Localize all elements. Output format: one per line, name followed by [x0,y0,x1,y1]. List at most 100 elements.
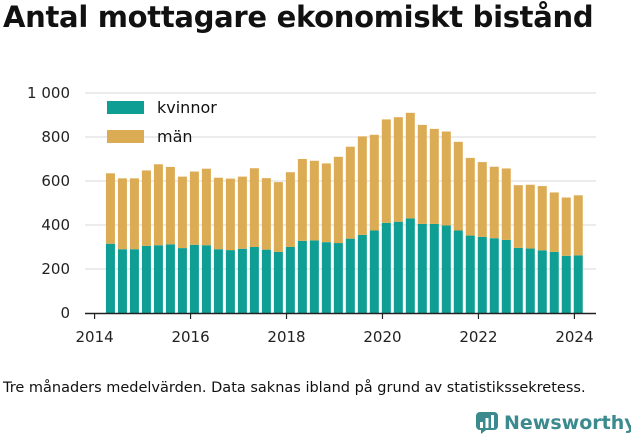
x-tick-label: 2018 [267,328,305,346]
y-tick-label: 1 000 [27,84,70,102]
bar-kvinnor [141,245,151,313]
bars [105,112,583,313]
bar-kvinnor [261,249,271,313]
bar-man [501,168,511,240]
axes: 0 200 400 600 800 1 000 2014 2016 2018 2020 2022 20… [27,84,596,346]
bar-man [117,178,127,250]
chart: 0 200 400 600 800 1 000 2014 2016 2018 2020 2022 20… [27,84,596,346]
bar-man [429,128,439,224]
y-tick-label: 400 [41,216,70,234]
bar-kvinnor [177,248,187,313]
bar-man [405,112,415,219]
x-tick-label: 2020 [363,328,401,346]
newsworthy-logo-text: Newsworthy [504,412,631,434]
bar-kvinnor [549,251,559,313]
bar-kvinnor [369,230,379,313]
bar-man [165,166,175,245]
bar-man [213,177,223,250]
bar-kvinnor [117,249,127,313]
bar-kvinnor [213,249,223,313]
bar-kvinnor [201,245,211,313]
bar-man [273,182,283,252]
x-tick-label: 2014 [76,328,114,346]
y-tick-label: 200 [41,260,70,278]
bar-kvinnor [321,242,331,313]
bar-man [189,171,199,245]
bar-man [465,157,475,236]
footnote: Tre månaders medelvärden. Data saknas ib… [3,380,586,396]
bar-kvinnor [513,247,523,313]
legend-swatch-man [107,130,144,143]
bar-man [261,178,271,250]
bar-kvinnor [381,222,391,313]
bar-man [417,124,427,224]
bar-kvinnor [285,247,295,313]
bar-man [393,117,403,222]
bar-man [573,195,583,256]
bar-kvinnor [249,247,259,313]
bar-man [237,176,247,249]
bar-man [297,159,307,241]
bar-kvinnor [237,248,247,313]
bar-man [561,197,571,256]
legend-swatch-kvinnor [107,101,144,114]
bar-man [285,172,295,247]
legend-label-man: män [157,127,193,146]
bar-kvinnor [537,250,547,313]
bar-kvinnor [357,234,367,313]
bar-man [477,162,487,237]
bar-man [381,119,391,223]
bar-man [249,168,259,247]
bar-kvinnor [429,223,439,313]
y-tick-label: 0 [60,304,70,322]
bar-kvinnor [525,248,535,313]
bar-man [537,186,547,251]
bar-kvinnor [273,251,283,313]
bar-man [177,176,187,249]
bar-kvinnor [477,236,487,313]
bar-kvinnor [405,218,415,313]
bar-man [141,170,151,246]
bar-man [129,178,139,250]
y-tick-label: 600 [41,172,70,190]
bar-man [345,146,355,239]
bar-man [201,168,211,246]
bar-man [369,134,379,231]
bar-kvinnor [501,239,511,313]
bar-kvinnor [189,244,199,313]
bar-man [441,131,451,226]
bar-man [549,192,559,252]
x-tick-label: 2022 [459,328,497,346]
bar-kvinnor [165,244,175,313]
x-tick-label: 2024 [555,328,593,346]
bar-kvinnor [129,249,139,313]
bar-kvinnor [489,238,499,313]
bar-kvinnor [393,221,403,313]
chart-title: Antal mottagare ekonomiskt bistånd [3,0,594,34]
bar-kvinnor [441,225,451,313]
bar-kvinnor [573,255,583,313]
bar-man [489,166,499,239]
bar-kvinnor [225,250,235,313]
bar-kvinnor [297,240,307,313]
bar-kvinnor [465,235,475,313]
bar-kvinnor [309,240,319,313]
bar-kvinnor [153,245,163,313]
bar-kvinnor [453,230,463,313]
bar-man [105,173,115,244]
bar-man [525,184,535,249]
newsworthy-logo: Newsworthy [475,409,631,437]
legend-label-kvinnor: kvinnor [157,98,217,117]
bar-kvinnor [333,243,343,313]
bar-man [513,185,523,248]
y-tick-label: 800 [41,128,70,146]
legend: kvinnor män [107,98,217,146]
x-tick-label: 2016 [171,328,209,346]
bar-kvinnor [417,223,427,313]
bar-man [153,164,163,246]
bar-man [225,178,235,251]
bar-man [453,141,463,231]
newsworthy-logo-icon [476,412,498,434]
bar-man [357,136,367,235]
bar-man [309,160,319,241]
